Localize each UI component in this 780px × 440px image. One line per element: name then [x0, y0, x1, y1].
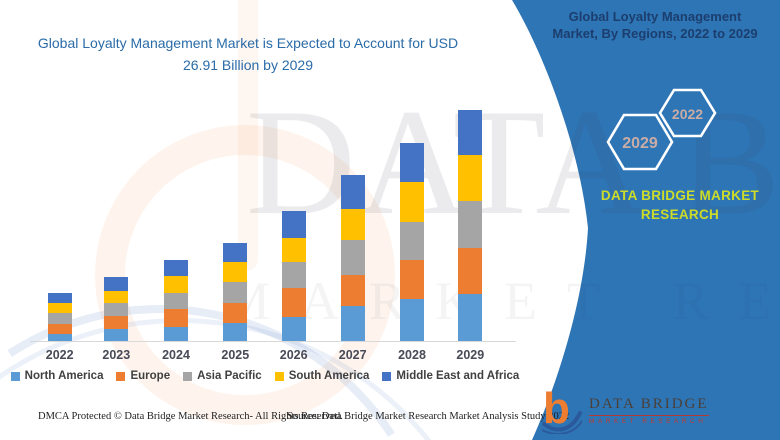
bar-segment	[164, 292, 188, 310]
data-bridge-logo: b DATA BRIDGE MARKET RESEARCH	[542, 386, 709, 434]
bar-segment	[281, 261, 306, 289]
source-note: Source: Data Bridge Market Research Mark…	[287, 411, 570, 422]
bar-segment	[164, 260, 188, 276]
hexagon-2029	[606, 113, 674, 171]
bar-segment	[458, 109, 483, 156]
legend-label: Asia Pacific	[197, 370, 262, 382]
bar-segment	[104, 316, 129, 329]
legend-item: Asia Pacific	[183, 370, 262, 382]
bar-segment	[164, 309, 188, 327]
x-axis-label: 2028	[398, 348, 426, 362]
bar-segment	[458, 247, 483, 294]
bar-column-2029	[458, 109, 483, 341]
x-axis-line	[30, 341, 516, 342]
bar-segment	[400, 221, 424, 261]
x-axis-label: 2024	[162, 348, 190, 362]
chart-main-title-line2: 26.91 Billion by 2029	[183, 57, 313, 73]
logo-subtitle: MARKET RESEARCH	[589, 417, 707, 425]
bar-segment	[281, 316, 306, 341]
bar-segment	[400, 142, 424, 182]
bar-segment	[340, 175, 365, 210]
legend-swatch-icon	[183, 371, 193, 381]
bar-column-2027	[340, 175, 365, 341]
bar-segment	[223, 242, 248, 262]
bar-column-2024	[164, 260, 188, 341]
legend-item: Europe	[116, 370, 170, 382]
bar-segment	[281, 238, 306, 262]
bar-segment	[223, 322, 248, 341]
bar-segment	[400, 298, 424, 341]
bar-column-2025	[223, 242, 248, 341]
panel-title-line1: Global Loyalty Management	[568, 9, 742, 24]
chart-legend: North America Europe Asia Pacific South Ame…	[10, 370, 520, 382]
x-axis-label: 2023	[102, 348, 131, 362]
bar-segment	[223, 281, 248, 304]
x-axis-label: 2029	[456, 348, 485, 362]
bar-segment	[47, 323, 72, 335]
hexagon-2022-label: 2022	[672, 106, 703, 122]
bar-segment	[223, 261, 248, 282]
legend-item: Middle East and Africa	[382, 370, 519, 382]
x-axis-label: 2026	[279, 348, 308, 362]
bar-segment	[281, 288, 306, 317]
year-hexagons: 2029 2022	[606, 88, 717, 171]
legend-label: South America	[288, 370, 370, 382]
bar-segment	[104, 291, 129, 303]
panel-title-line2: Market, By Regions, 2022 to 2029	[552, 26, 758, 41]
logo-name: DATA BRIDGE	[589, 396, 709, 416]
x-axis-label: 2025	[221, 348, 250, 362]
bar-segment	[281, 210, 306, 239]
legend-swatch-icon	[274, 371, 284, 381]
bar-segment	[340, 274, 365, 307]
bar-segment	[104, 277, 129, 291]
bar-segment	[340, 239, 365, 275]
bar-segment	[104, 328, 129, 341]
legend-label: North America	[24, 370, 104, 382]
x-axis-label: 2022	[45, 348, 74, 362]
brand-wordmark: DATA BRIDGE MARKET RESEARCH	[600, 188, 760, 222]
legend-swatch-icon	[10, 371, 20, 381]
dmca-notice: DMCA Protected © Data Bridge Market Rese…	[38, 411, 343, 422]
bar-column-2023	[104, 277, 129, 341]
bar-column-2022	[47, 292, 72, 341]
bar-segment	[458, 155, 483, 201]
bar-column-2026	[281, 210, 306, 341]
bar-segment	[47, 334, 72, 341]
bar-segment	[400, 181, 424, 222]
panel-title: Global Loyalty Management Market, By Reg…	[536, 8, 774, 42]
legend-label: Europe	[130, 370, 171, 382]
chart-main-title-line1: Global Loyalty Management Market is Expe…	[37, 35, 459, 51]
bar-segment	[223, 303, 248, 323]
bar-segment	[458, 200, 483, 248]
bar-segment	[164, 327, 188, 341]
legend-swatch-icon	[382, 371, 392, 381]
legend-swatch-icon	[116, 371, 126, 381]
chart-main-title: Global Loyalty Management Market is Expe…	[18, 32, 478, 76]
hexagon-2029-label: 2029	[622, 135, 658, 152]
bar-segment	[104, 303, 129, 317]
legend-label: Middle East and Africa	[396, 370, 520, 382]
bar-column-2028	[400, 142, 424, 341]
bar-segment	[340, 209, 365, 240]
bar-segment	[340, 306, 365, 341]
legend-item: South America	[274, 370, 370, 382]
bar-segment	[47, 302, 72, 313]
bar-segment	[47, 292, 72, 303]
bar-segment	[400, 260, 424, 299]
hexagon-2022	[658, 88, 717, 138]
legend-item: North America	[10, 370, 104, 382]
bar-segment	[47, 312, 72, 324]
bar-segment	[458, 293, 483, 341]
data-bridge-b-icon: b	[542, 386, 582, 434]
x-axis-label: 2027	[338, 348, 367, 362]
bar-segment	[164, 275, 188, 293]
